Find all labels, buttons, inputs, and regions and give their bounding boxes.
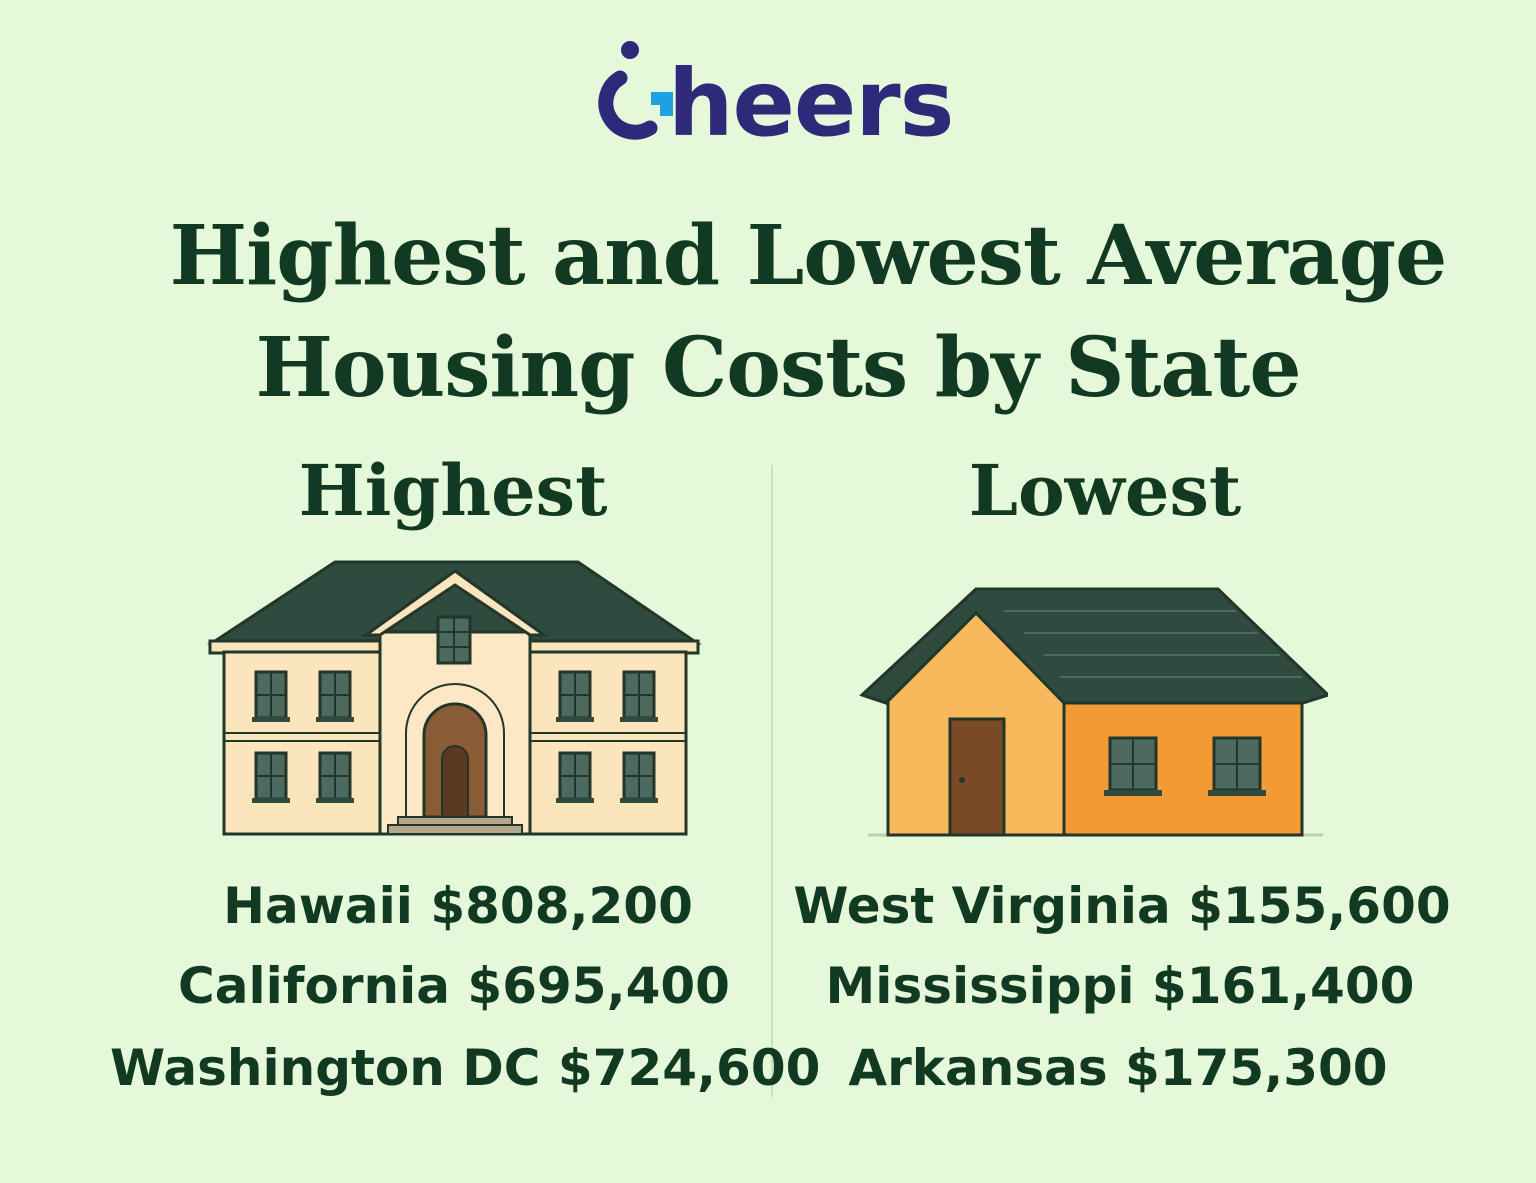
housing-cost: $161,400 <box>1151 957 1415 1015</box>
column-divider <box>771 465 773 1097</box>
housing-cost: $808,200 <box>430 877 693 935</box>
housing-cost: $155,600 <box>1188 877 1451 935</box>
housing-cost: $724,600 <box>557 1039 821 1097</box>
housing-cost: $175,300 <box>1125 1039 1388 1097</box>
brand-name: heers <box>668 50 954 157</box>
state-name: California <box>178 957 450 1015</box>
list-item: Arkansas $175,300 <box>778 1038 1458 1098</box>
small-house-icon <box>859 587 1328 837</box>
state-name: Washington DC <box>110 1039 541 1097</box>
list-item: Washington DC $724,600 <box>110 1038 820 1098</box>
mansion-icon <box>206 560 702 836</box>
state-name: Arkansas <box>848 1039 1108 1097</box>
list-item: Hawaii $808,200 <box>118 876 798 936</box>
page-title-line-2: Housing Costs by State <box>255 320 1301 416</box>
list-item: California $695,400 <box>114 956 794 1016</box>
list-item: Mississippi $161,400 <box>780 956 1460 1016</box>
state-name: Hawaii <box>223 877 413 935</box>
housing-cost: $695,400 <box>467 957 730 1015</box>
state-name: Mississippi <box>825 957 1135 1015</box>
highest-heading: Highest <box>298 449 608 532</box>
brand-logo: heers <box>580 40 980 160</box>
list-item: West Virginia $155,600 <box>782 876 1462 936</box>
lowest-heading: Lowest <box>968 449 1242 532</box>
page-title-line-1: Highest and Lowest Average <box>169 208 1448 304</box>
logo-mark-icon <box>598 41 673 140</box>
state-name: West Virginia <box>793 877 1171 935</box>
